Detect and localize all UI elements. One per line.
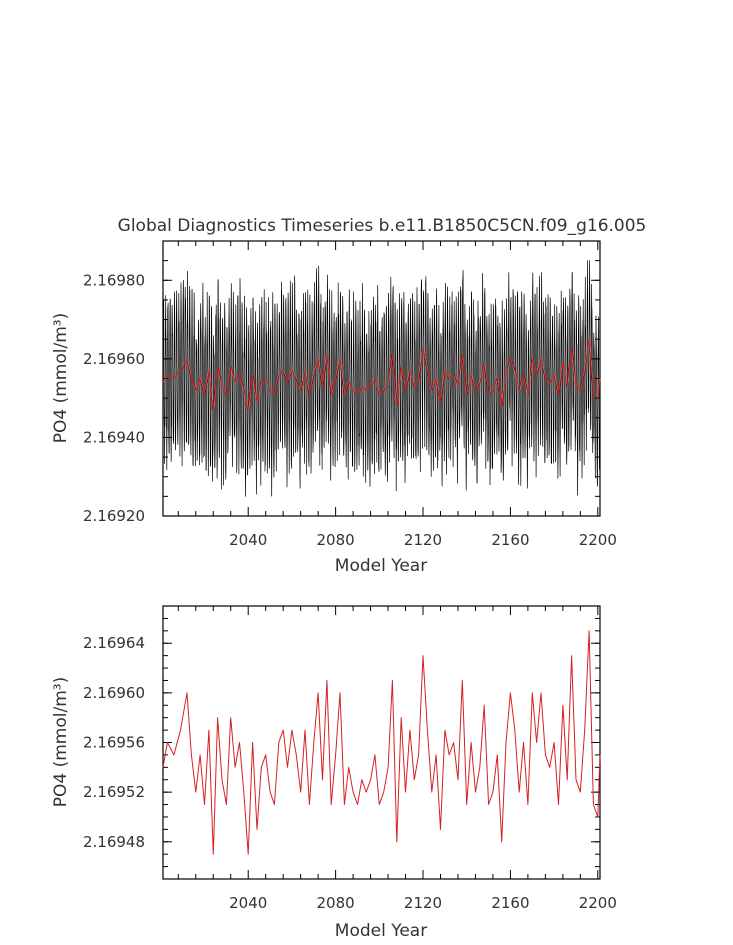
x-tick-label: 2120 xyxy=(404,894,442,912)
x-tick-label: 2160 xyxy=(491,531,529,549)
bottom-y-axis-label: PO4 (mmol/m³) xyxy=(51,677,71,807)
x-tick-label: 2080 xyxy=(317,531,355,549)
top-x-axis-label: Model Year xyxy=(335,556,427,576)
y-tick-label: 2.16948 xyxy=(83,833,145,851)
y-tick-label: 2.16960 xyxy=(83,350,145,368)
y-tick-label: 2.16920 xyxy=(83,507,145,525)
monthly-line xyxy=(162,260,601,497)
top-annual-series xyxy=(162,338,601,411)
bottom-axes: 2040 2080 2120 2160 2200 2.16948 2.16952 2.1695… xyxy=(83,605,617,912)
y-tick-label: 2.16956 xyxy=(83,734,145,752)
bottom-plot-frame xyxy=(162,605,601,880)
y-tick-label: 2.16964 xyxy=(83,634,145,652)
x-tick-label: 2040 xyxy=(229,894,267,912)
y-tick-label: 2.16952 xyxy=(83,783,145,801)
x-tick-label: 2040 xyxy=(229,531,267,549)
x-tick-label: 2080 xyxy=(317,894,355,912)
top-axes: 2040 2080 2120 2160 2200 2.16920 2.16940 2.1696… xyxy=(83,240,617,549)
bottom-annual-series xyxy=(162,630,601,855)
x-tick-label: 2200 xyxy=(579,894,617,912)
y-tick-label: 2.16940 xyxy=(83,428,145,446)
top-monthly-series xyxy=(162,260,601,497)
bottom-panel: 2040 2080 2120 2160 2200 2.16948 2.16952 2.1695… xyxy=(51,605,617,941)
annual-line-top xyxy=(162,338,601,411)
y-tick-label: 2.16960 xyxy=(83,684,145,702)
x-tick-label: 2120 xyxy=(404,531,442,549)
x-tick-label: 2200 xyxy=(579,531,617,549)
top-y-axis-label: PO4 (mmol/m³) xyxy=(51,313,71,443)
bottom-x-axis-label: Model Year xyxy=(335,921,427,941)
top-panel: 2040 2080 2120 2160 2200 2.16920 2.16940 2.1696… xyxy=(51,240,617,576)
x-tick-label: 2160 xyxy=(491,894,529,912)
y-tick-label: 2.16980 xyxy=(83,271,145,289)
chart-title: Global Diagnostics Timeseries b.e11.B185… xyxy=(118,216,647,236)
annual-line-bottom xyxy=(162,630,601,855)
